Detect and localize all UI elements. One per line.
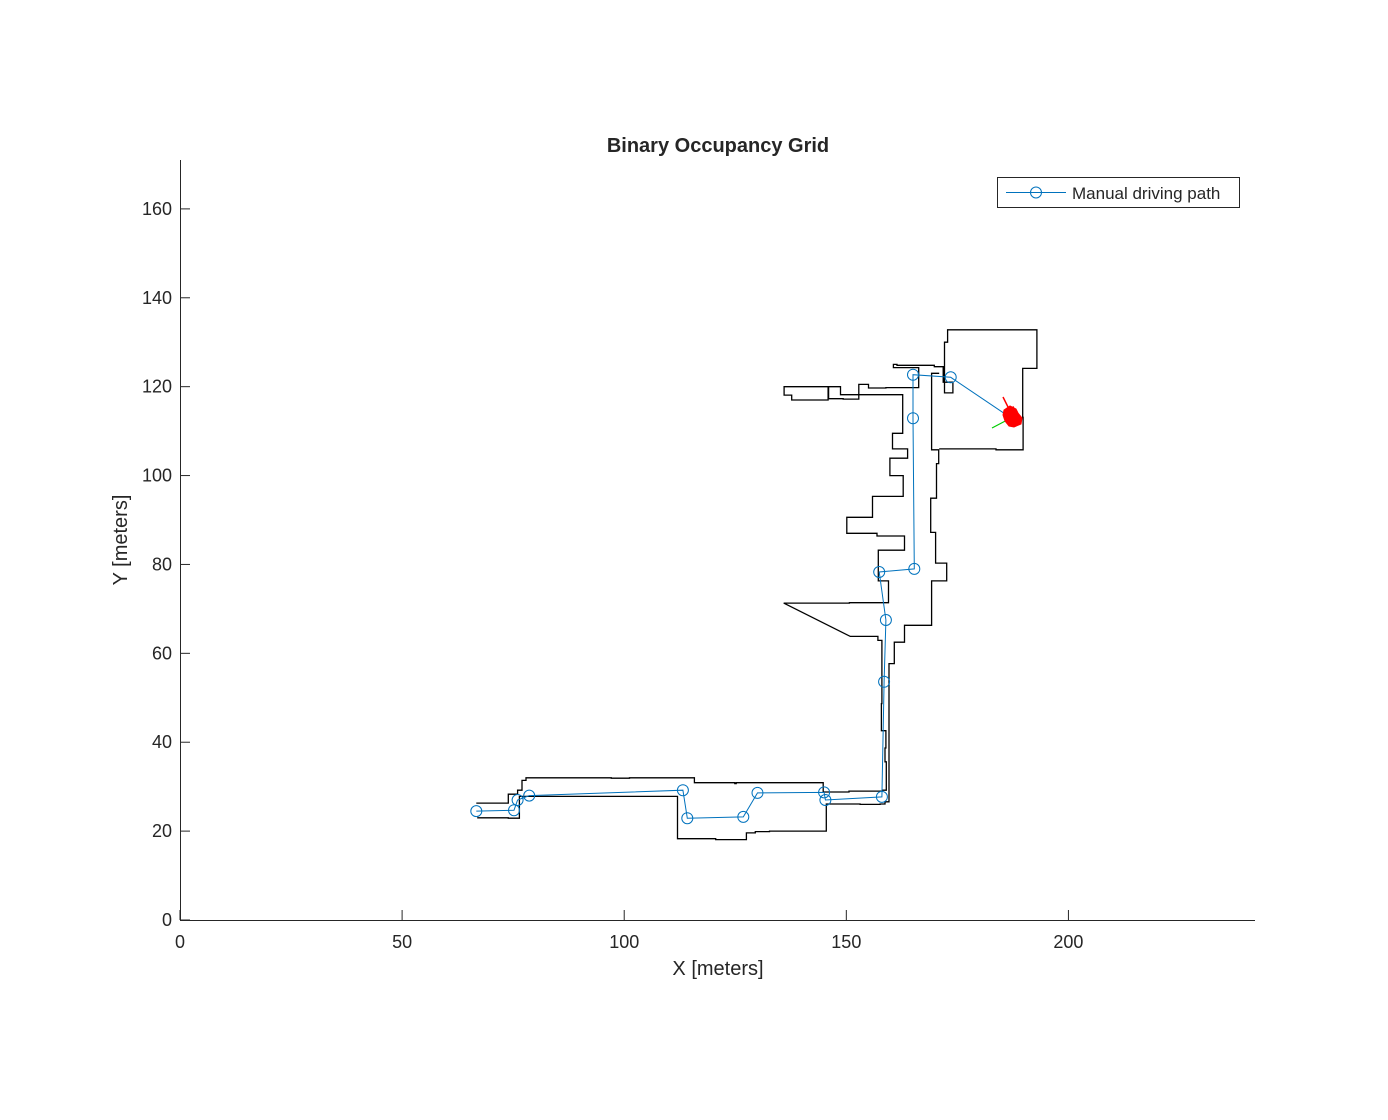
path-point [681,812,694,825]
path-point [878,675,891,688]
map-wall-2 [477,372,948,841]
y-tick-label: 160 [142,199,172,219]
y-tick-label: 100 [142,466,172,486]
path-point [873,566,886,578]
y-axis-label: Y [meters] [110,495,132,586]
path-point [819,794,832,806]
path-point [751,786,764,799]
y-tick-label: 140 [142,288,172,308]
x-tick-label: 150 [831,932,861,952]
y-tick-label: 40 [152,732,172,752]
x-ticks: 0 50 100 150 200 [175,910,1083,952]
path-point [944,371,957,384]
path-point [875,790,888,803]
vehicle-wheel-front [1005,406,1015,411]
path-line [476,374,1018,819]
y-tick-label: 0 [162,910,172,930]
occupancy-map-walls [476,329,1038,841]
x-axis-label: X [meters] [672,958,763,980]
path-point [879,614,892,626]
legend-marker-icon [1030,186,1042,199]
y-ticks: 0 20 40 60 80 100 120 140 160 [142,199,190,930]
chart-title: Binary Occupancy Grid [607,135,829,157]
x-tick-label: 0 [175,932,185,952]
path-point [523,789,536,802]
axes: 0 50 100 150 200 0 20 40 60 80 100 120 140 160 [142,160,1255,952]
path-point [676,784,689,797]
y-tick-label: 20 [152,821,172,841]
path-point [907,368,919,381]
path-point [737,810,750,823]
path-point [907,412,919,425]
vehicle-wheel-rear [1009,421,1020,426]
path-point [908,562,921,575]
x-tick-label: 50 [392,932,412,952]
path-point [470,805,483,818]
driving-path [470,368,1018,825]
y-tick-label: 120 [142,377,172,397]
y-tick-label: 60 [152,643,172,663]
y-tick-label: 80 [152,554,172,574]
plot-area [470,329,1038,841]
legend-entry-label: Manual driving path [1072,184,1220,203]
path-point [818,786,831,799]
vehicle-marker [991,396,1023,429]
x-tick-label: 200 [1053,932,1083,952]
map-wall-1 [476,329,1038,804]
legend: Manual driving path [997,177,1240,208]
x-tick-label: 100 [609,932,639,952]
path-point [511,794,524,806]
